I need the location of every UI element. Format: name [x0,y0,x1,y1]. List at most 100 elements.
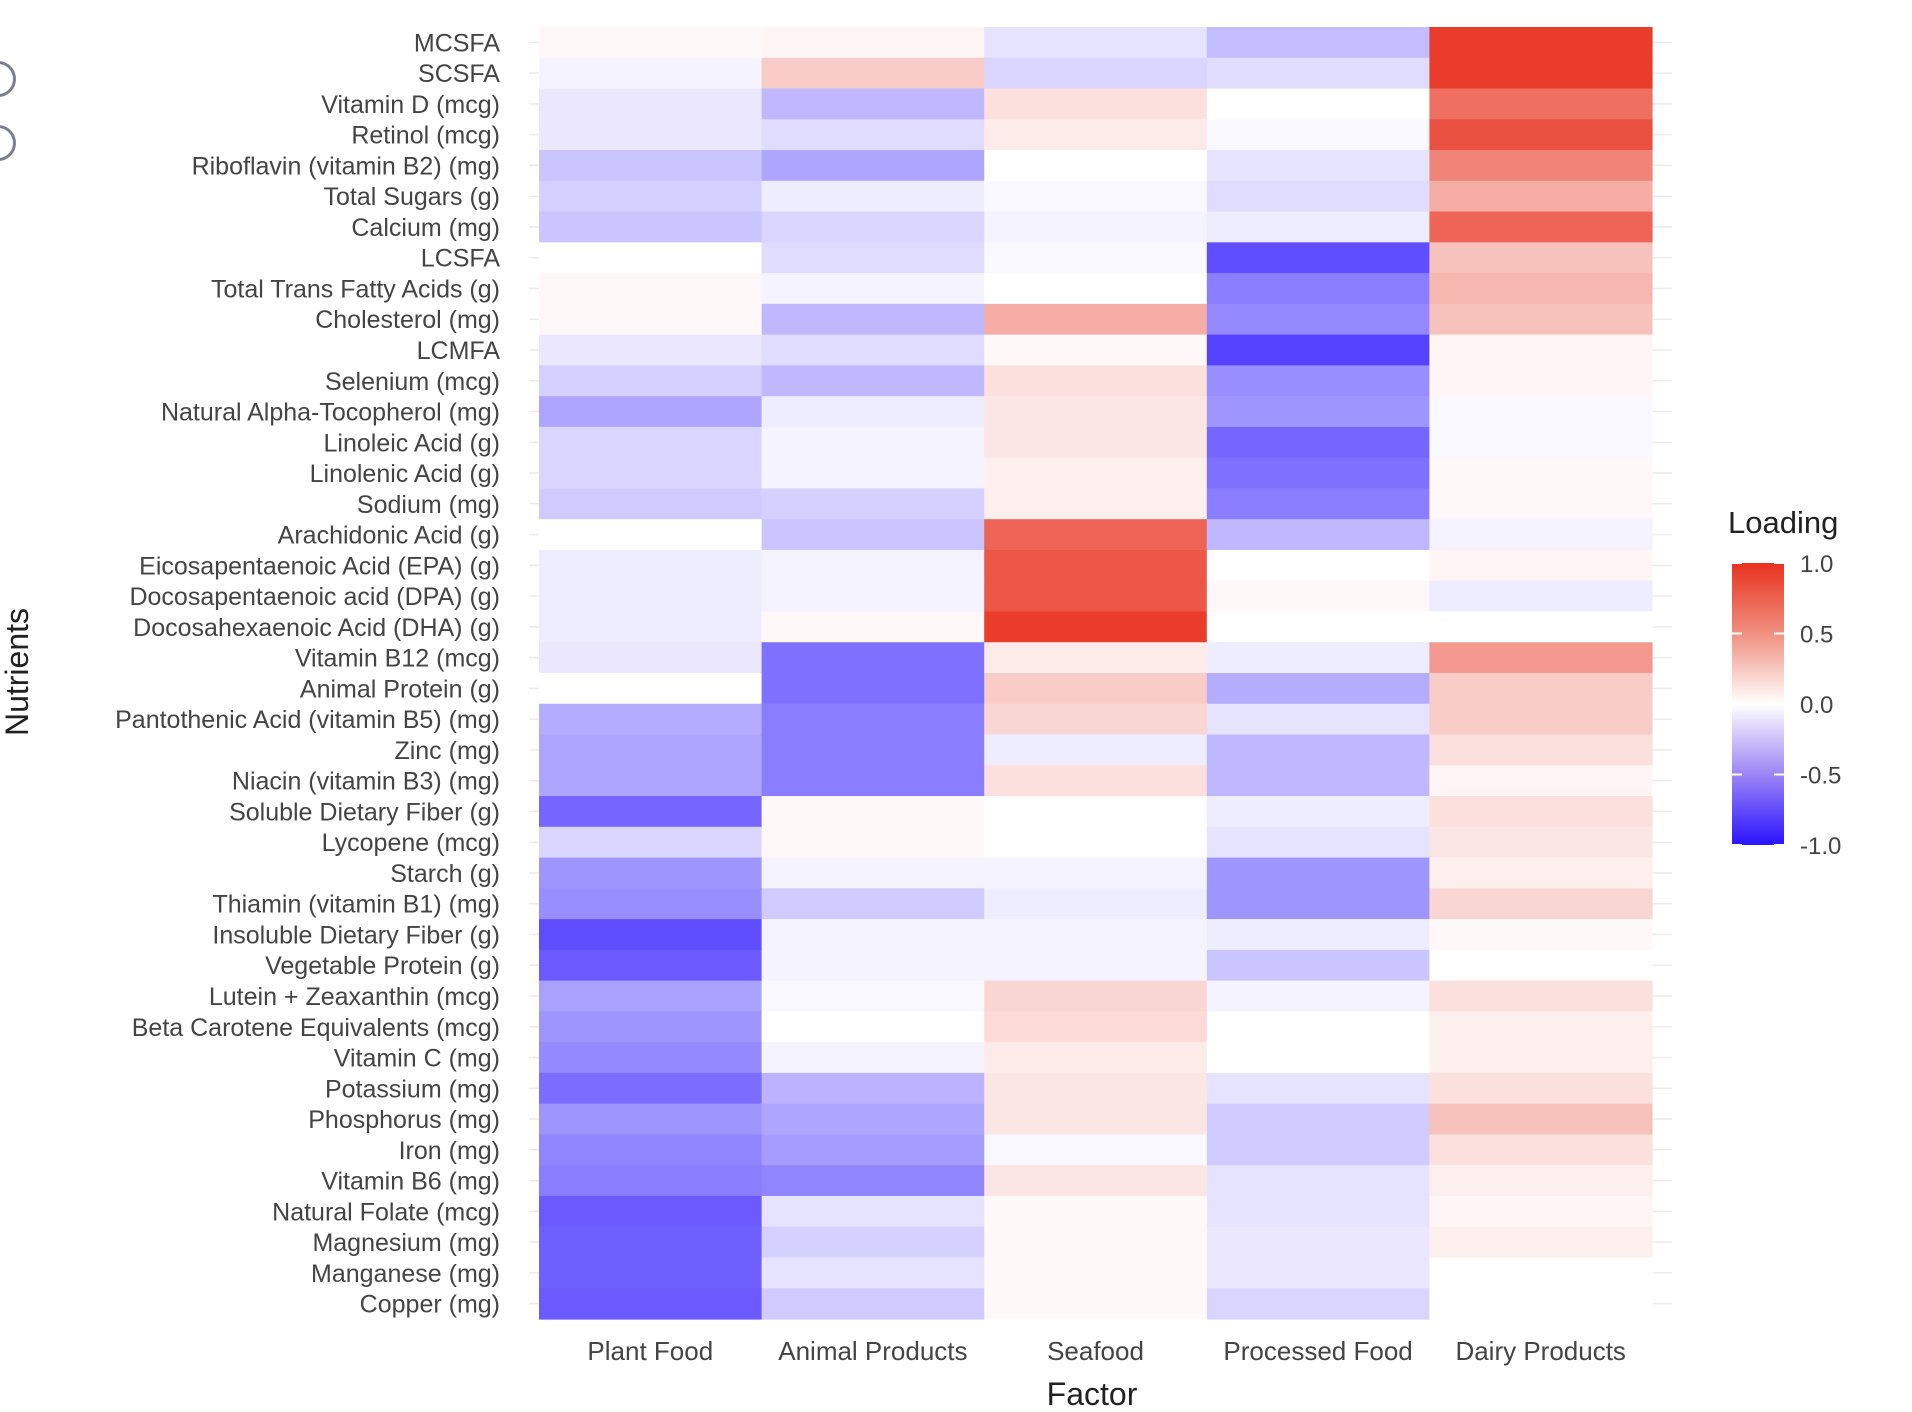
y-tick-label: Docosahexaenoic Acid (DHA) (g) [133,614,500,642]
heatmap-cell [1206,1195,1430,1228]
heatmap-cell [1206,365,1430,397]
legend-tick-label: -1.0 [1800,833,1841,860]
heatmap-cell [761,488,985,520]
heatmap-cell [761,334,985,366]
heatmap-cell [761,1042,985,1074]
heatmap-cell [1429,765,1653,797]
heatmap-cell [984,1042,1208,1074]
heatmap-cell [984,980,1208,1012]
heatmap-cell [539,1134,763,1166]
heatmap-cell [1429,1226,1653,1259]
y-tick-label: Riboflavin (vitamin B2) (mg) [192,152,500,180]
y-tick-label: Magnesium (mg) [312,1229,500,1257]
y-tick-label: Pantothenic Acid (vitamin B5) (mg) [115,706,500,734]
heatmap-cell [984,180,1208,213]
heatmap-cell [984,703,1208,736]
y-tick-label: Copper (mg) [360,1291,500,1319]
y-tick-label: Manganese (mg) [311,1260,500,1288]
heatmap-cell [539,949,763,982]
y-tick-label: Linolenic Acid (g) [310,460,500,488]
heatmap-cell [1206,88,1430,120]
heatmap-cell [1429,888,1653,920]
heatmap-cell [1429,457,1653,490]
heatmap-cell [984,580,1208,613]
y-tick-label: Natural Alpha-Tocopherol (mg) [161,399,500,427]
heatmap-cell [984,1072,1208,1105]
heatmap-cell [539,1257,763,1289]
y-tick-label: Insoluble Dietary Fiber (g) [212,921,500,949]
heatmap-cell [1429,734,1653,766]
heatmap-cell [1206,1226,1430,1259]
heatmap-cell [1429,303,1653,336]
x-tick-label: Dairy Products [1455,1336,1626,1366]
heatmap-cell [761,426,985,459]
heatmap-cell [1206,765,1430,797]
heatmap-cell [984,303,1208,336]
heatmap-cell [539,703,763,736]
y-tick-label: Vitamin B12 (mcg) [295,645,500,673]
y-tick-label: Cholesterol (mg) [315,306,500,334]
heatmap-cell [539,549,763,582]
y-tick-label: Vitamin B6 (mg) [321,1168,500,1196]
heatmap-cell [761,796,985,828]
heatmap-cell [1206,980,1430,1012]
y-tick-label: Vitamin C (mg) [334,1045,500,1073]
heatmap-cell [761,703,985,736]
heatmap-cell [1429,488,1653,520]
heatmap-cell [984,673,1208,705]
heatmap-cell [1429,519,1653,551]
heatmap-cell [539,1072,763,1105]
heatmap-cell [539,88,763,120]
heatmap-cell [761,1011,985,1043]
heatmap-cell [1206,611,1430,643]
y-tick-label: Phosphorus (mg) [308,1106,500,1134]
heatmap-cell [1429,1257,1653,1289]
heatmap-cell [1429,27,1653,59]
heatmap-cell [984,734,1208,766]
heatmap-cell [539,857,763,889]
heatmap-cell [984,1257,1208,1289]
heatmap-cell [984,796,1208,828]
heatmap-cell [539,273,763,305]
heatmap-cell [984,150,1208,182]
heatmap-cell [1206,396,1430,428]
heatmap-cell [1206,426,1430,459]
heatmap-cell [984,949,1208,982]
heatmap-cell [1429,980,1653,1012]
heatmap-cell [761,549,985,582]
heatmap-cell [1206,734,1430,766]
heatmap-cell [761,1195,985,1228]
heatmap-cell [539,334,763,366]
heatmap-cell [984,119,1208,151]
heatmap-cell [1206,919,1430,951]
heatmap-cell [539,796,763,828]
y-tick-label: Lutein + Zeaxanthin (mcg) [209,983,500,1011]
heatmap-cell [761,949,985,982]
y-tick-label: LCMFA [417,337,501,365]
heatmap-cell [1206,334,1430,366]
heatmap-cell [984,857,1208,889]
heatmap-cell [1429,1288,1653,1320]
heatmap-cell [984,1134,1208,1166]
heatmap-cell [984,242,1208,274]
x-tick-label: Animal Products [778,1336,967,1366]
legend-title: Loading [1728,505,1838,540]
heatmap-cell [1206,1103,1430,1136]
x-tick-label: Processed Food [1223,1336,1412,1366]
y-tick-label: Total Sugars (g) [324,183,500,211]
heatmap-cell [1206,1011,1430,1043]
heatmap-cell [984,396,1208,428]
y-tick-label: Eicosapentaenoic Acid (EPA) (g) [139,552,500,580]
heatmap-cell [984,888,1208,920]
legend-tick-label: 0.5 [1800,622,1833,649]
heatmap-cell [761,765,985,797]
y-tick-label: Retinol (mcg) [351,122,500,150]
heatmap-cell [761,396,985,428]
heatmap-cell [539,27,763,59]
heatmap-cell [539,1226,763,1259]
heatmap-cell [539,519,763,551]
heatmap-cell [1429,949,1653,982]
heatmap-cell [1429,919,1653,951]
x-tick-label: Seafood [1047,1336,1144,1366]
heatmap-cell [539,919,763,951]
